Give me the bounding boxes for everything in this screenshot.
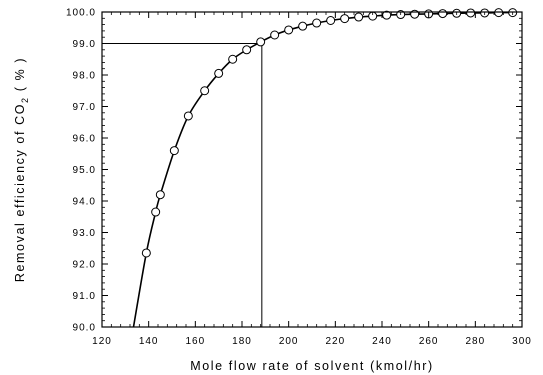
y-axis-label: Removal efficiency of CO2 ( % ) [13, 57, 30, 282]
y-tick-label: 96.0 [73, 134, 96, 145]
data-point [466, 8, 476, 18]
data-point [155, 190, 165, 200]
y-tick-label: 90.0 [73, 323, 96, 334]
y-axis-label-main: Removal efficiency of CO [13, 103, 27, 282]
data-point [494, 8, 504, 18]
data-point [183, 111, 193, 121]
reference-lines [102, 43, 263, 327]
plot-frame [101, 11, 523, 328]
y-tick-label: 97.0 [73, 102, 96, 113]
y-tick-label: 92.0 [73, 260, 96, 271]
x-tick-label: 120 [92, 336, 112, 347]
x-tick-label: 260 [419, 336, 439, 347]
data-point [214, 68, 224, 78]
x-tick-label: 220 [325, 336, 345, 347]
x-tick-label: 180 [232, 336, 252, 347]
data-point [340, 14, 350, 24]
data-point [228, 54, 238, 64]
data-point [312, 18, 322, 28]
x-tick-label: 300 [512, 336, 532, 347]
data-markers [141, 8, 518, 258]
data-point [256, 37, 266, 47]
data-point [200, 86, 210, 96]
data-point [382, 10, 392, 20]
x-tick-label: 280 [465, 336, 485, 347]
y-tick-label: 99.0 [73, 39, 96, 50]
data-point [298, 21, 308, 31]
y-tick-label: 94.0 [73, 197, 96, 208]
y-tick-label: 95.0 [73, 165, 96, 176]
data-point [354, 12, 364, 22]
data-point [151, 207, 161, 217]
data-point [242, 45, 252, 55]
y-axis-ticks: 90.0 91.0 92.0 93.0 94.0 95.0 96.0 97.0 98.0 99.0… [66, 8, 522, 334]
y-tick-label: 100.0 [66, 8, 96, 19]
data-point [326, 16, 336, 26]
data-point [284, 25, 294, 35]
y-tick-label: 98.0 [73, 71, 96, 82]
data-point [141, 248, 151, 258]
series-curve [132, 11, 513, 328]
x-tick-label: 200 [279, 336, 299, 347]
x-axis-ticks: 120 140 160 180 200 220 240 260 280 300 [92, 12, 532, 347]
data-point [270, 30, 280, 40]
y-axis-label-suffix: ( % ) [13, 57, 27, 96]
x-tick-label: 240 [372, 336, 392, 347]
x-axis-label: Mole flow rate of solvent (kmol/hr) [190, 359, 434, 373]
y-tick-label: 91.0 [73, 291, 96, 302]
data-point [169, 146, 179, 156]
x-tick-label: 140 [139, 336, 159, 347]
y-axis-label-subscript: 2 [20, 96, 30, 103]
data-point [438, 9, 448, 19]
y-tick-label: 93.0 [73, 228, 96, 239]
x-tick-label: 160 [185, 336, 205, 347]
